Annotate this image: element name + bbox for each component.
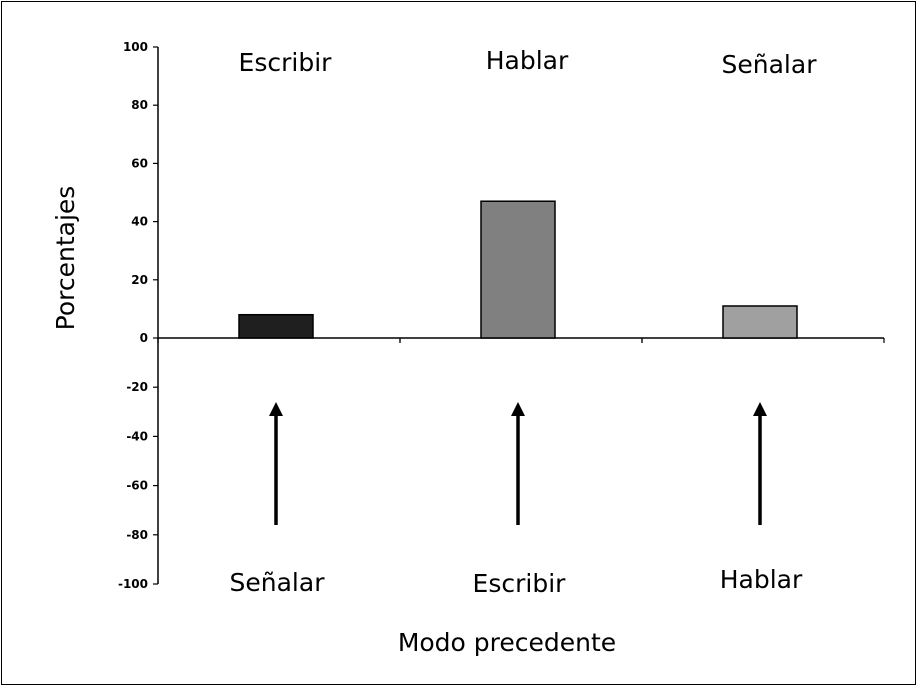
category-label: Escribir (239, 48, 333, 77)
y-tick-label: 0 (140, 331, 148, 345)
axes: 100 80 60 40 20 0 -20 -40 -60 -80 -100 (118, 40, 885, 591)
arrows (269, 401, 767, 525)
y-tick-label: -80 (126, 528, 148, 542)
y-axis-title: Porcentajes (51, 186, 80, 331)
preceding-mode-label: Escribir (473, 569, 567, 598)
y-tick-label: 60 (131, 156, 148, 170)
y-tick-label: 100 (123, 40, 148, 54)
y-tick-label: 20 (131, 273, 148, 287)
y-tick-label: 40 (131, 215, 148, 229)
preceding-mode-label: Señalar (230, 568, 326, 597)
arrow-head (753, 401, 767, 416)
y-tick-label: -60 (126, 479, 148, 493)
x-axis-title: Modo precedente (398, 628, 616, 657)
y-tick-label: -100 (118, 577, 148, 591)
bars (238, 200, 798, 339)
bar (480, 200, 556, 339)
y-tick-label: -20 (126, 380, 148, 394)
preceding-mode-label: Hablar (720, 565, 803, 594)
category-label: Señalar (722, 50, 818, 79)
labels: Escribir Hablar Señalar Señalar Escribir Habl… (230, 46, 818, 598)
bar (238, 313, 314, 339)
bar (722, 305, 798, 339)
arrow-head (511, 401, 525, 416)
arrow-head (269, 401, 283, 416)
up-arrow (511, 401, 525, 525)
up-arrow (753, 401, 767, 525)
up-arrow (269, 401, 283, 525)
y-tick-label: 80 (131, 98, 148, 112)
category-label: Hablar (486, 46, 569, 75)
y-tick-label: -40 (126, 429, 148, 443)
